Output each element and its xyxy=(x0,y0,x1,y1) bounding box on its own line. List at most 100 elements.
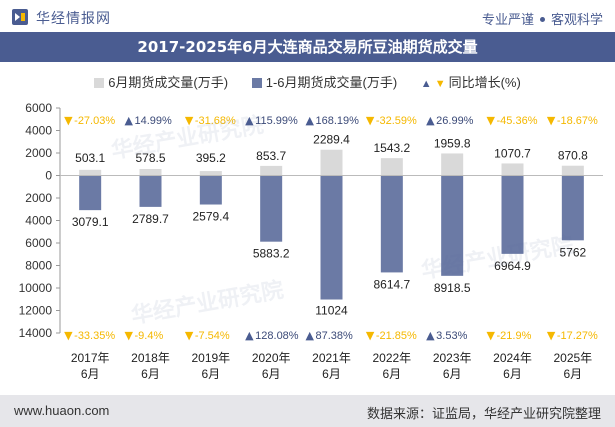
growth-up-icon: ▲ xyxy=(426,114,435,127)
data-label-cumulative: 5883.2 xyxy=(253,247,290,261)
bar-monthly xyxy=(199,171,222,176)
y-tick-label: 0 xyxy=(45,169,52,183)
growth-up-icon: ▲ xyxy=(306,329,315,342)
growth-monthly-label: -32.59% xyxy=(376,115,417,127)
bar-monthly xyxy=(139,168,162,176)
bar-cumulative xyxy=(320,175,343,300)
data-label-monthly: 853.7 xyxy=(256,149,286,163)
y-tick-label: 12000 xyxy=(19,304,53,318)
data-label-cumulative: 6964.9 xyxy=(494,259,531,273)
slogan-right: 客观科学 xyxy=(550,12,603,27)
growth-down-icon: ▼ xyxy=(185,329,194,342)
data-label-cumulative: 8918.5 xyxy=(434,281,471,295)
x-tick-label-month: 6月 xyxy=(141,367,160,381)
bar-monthly xyxy=(79,169,102,176)
x-tick-label-month: 6月 xyxy=(563,367,582,381)
y-tick-label: 14000 xyxy=(19,326,53,340)
growth-cumulative-label: -21.9% xyxy=(497,330,532,342)
data-label-monthly: 870.8 xyxy=(558,149,588,163)
growth-monthly-label: 115.99% xyxy=(255,115,298,127)
growth-down-icon: ▼ xyxy=(366,114,375,127)
growth-down-icon: ▼ xyxy=(64,329,73,342)
growth-cumulative-label: -17.27% xyxy=(557,330,598,342)
footer: www.huaon.com 数据来源：证监局，华经产业研究院整理 xyxy=(0,395,615,427)
site-name: 华经情报网 xyxy=(36,10,111,26)
huajing-logo-icon xyxy=(12,9,28,25)
bar-cumulative xyxy=(561,175,584,241)
growth-up-icon: ▲ xyxy=(245,329,254,342)
growth-monthly-label: -31.68% xyxy=(195,115,236,127)
legend-swatch-cumulative xyxy=(251,78,262,88)
y-tick-label: 4000 xyxy=(25,124,52,138)
slogan-left: 专业严谨 xyxy=(481,12,534,27)
growth-monthly-label: 26.99% xyxy=(436,115,474,127)
data-label-cumulative: 11024 xyxy=(315,304,348,318)
bar-cumulative xyxy=(139,175,162,207)
legend-label-cumulative: 1-6月期货成交量(万手) xyxy=(265,75,398,90)
bar-monthly xyxy=(320,149,343,176)
y-tick-label: 6000 xyxy=(25,101,52,115)
x-tick-label-year: 2025年 xyxy=(553,351,592,365)
growth-monthly-label: -18.67% xyxy=(557,115,598,127)
growth-monthly-label: 14.99% xyxy=(135,115,173,127)
x-tick-label-month: 6月 xyxy=(262,367,281,381)
growth-up-icon: ▲ xyxy=(245,114,254,127)
chart-plot: 6000 4000 2000 0 2000 4000 6000 8000 10000 12000 1… xyxy=(19,101,603,381)
down-triangle-icon: ▼ xyxy=(434,78,446,90)
data-label-monthly: 2289.4 xyxy=(313,133,350,147)
growth-up-icon: ▲ xyxy=(306,114,315,127)
x-tick-label-year: 2024年 xyxy=(493,351,532,365)
bar-monthly xyxy=(441,153,464,176)
slogan-dot-icon xyxy=(539,17,545,23)
legend-label-growth: 同比增长(%) xyxy=(448,75,521,90)
data-label-cumulative: 2579.4 xyxy=(192,210,229,224)
x-tick-label-month: 6月 xyxy=(81,367,100,381)
bar-cumulative xyxy=(199,175,222,205)
x-tick-label-month: 6月 xyxy=(201,367,220,381)
growth-cumulative-label: -7.54% xyxy=(195,330,230,342)
growth-cumulative-label: 87.38% xyxy=(316,330,354,342)
legend-item-growth: ▲ ▼ 同比增长(%) xyxy=(421,72,521,91)
data-label-monthly: 503.1 xyxy=(75,151,105,165)
top-bar: 华经情报网 专业严谨 客观科学 xyxy=(0,0,615,32)
bar-monthly xyxy=(501,163,524,176)
x-tick-label-month: 6月 xyxy=(322,367,341,381)
footer-website: www.huaon.com xyxy=(14,403,110,418)
chart-legend: 6月期货成交量(万手) 1-6月期货成交量(万手) ▲ ▼ 同比增长(%) xyxy=(0,72,615,92)
growth-monthly-label: -27.03% xyxy=(74,115,115,127)
data-label-monthly: 395.2 xyxy=(196,151,226,165)
bar-cumulative xyxy=(441,175,464,276)
x-tick-label-year: 2019年 xyxy=(191,351,230,365)
y-tick-label: 8000 xyxy=(25,259,52,273)
y-tick-label: 4000 xyxy=(25,214,52,228)
growth-cumulative-label: -21.85% xyxy=(376,330,417,342)
growth-down-icon: ▼ xyxy=(366,329,375,342)
chart-title: 2017-2025年6月大连商品交易所豆油期货成交量 xyxy=(0,32,615,62)
x-tick-label-year: 2022年 xyxy=(372,351,411,365)
x-tick-label-year: 2021年 xyxy=(312,351,351,365)
x-tick-label-month: 6月 xyxy=(382,367,401,381)
growth-up-icon: ▲ xyxy=(125,114,134,127)
growth-down-icon: ▼ xyxy=(547,329,556,342)
x-tick-label-year: 2018年 xyxy=(131,351,170,365)
growth-monthly-label: 168.19% xyxy=(316,115,360,127)
data-label-monthly: 1543.2 xyxy=(373,141,410,155)
y-tick-label: 6000 xyxy=(25,236,52,250)
data-label-monthly: 1070.7 xyxy=(494,146,531,160)
x-tick-label-year: 2023年 xyxy=(433,351,472,365)
growth-down-icon: ▼ xyxy=(487,114,496,127)
up-triangle-icon: ▲ xyxy=(420,78,432,90)
data-label-cumulative: 8614.7 xyxy=(373,277,410,291)
slogan: 专业严谨 客观科学 xyxy=(482,9,603,28)
x-tick-label-year: 2020年 xyxy=(252,351,291,365)
x-tick-label-year: 2017年 xyxy=(71,351,110,365)
legend-swatch-monthly xyxy=(94,78,105,88)
data-label-cumulative: 2789.7 xyxy=(132,212,169,226)
data-label-cumulative: 3079.1 xyxy=(72,215,109,229)
growth-cumulative-label: -33.35% xyxy=(74,330,115,342)
y-tick-label: 10000 xyxy=(19,281,53,295)
bar-cumulative xyxy=(79,175,102,211)
footer-source: 数据来源：证监局，华经产业研究院整理 xyxy=(366,406,601,421)
growth-up-icon: ▲ xyxy=(426,329,435,342)
